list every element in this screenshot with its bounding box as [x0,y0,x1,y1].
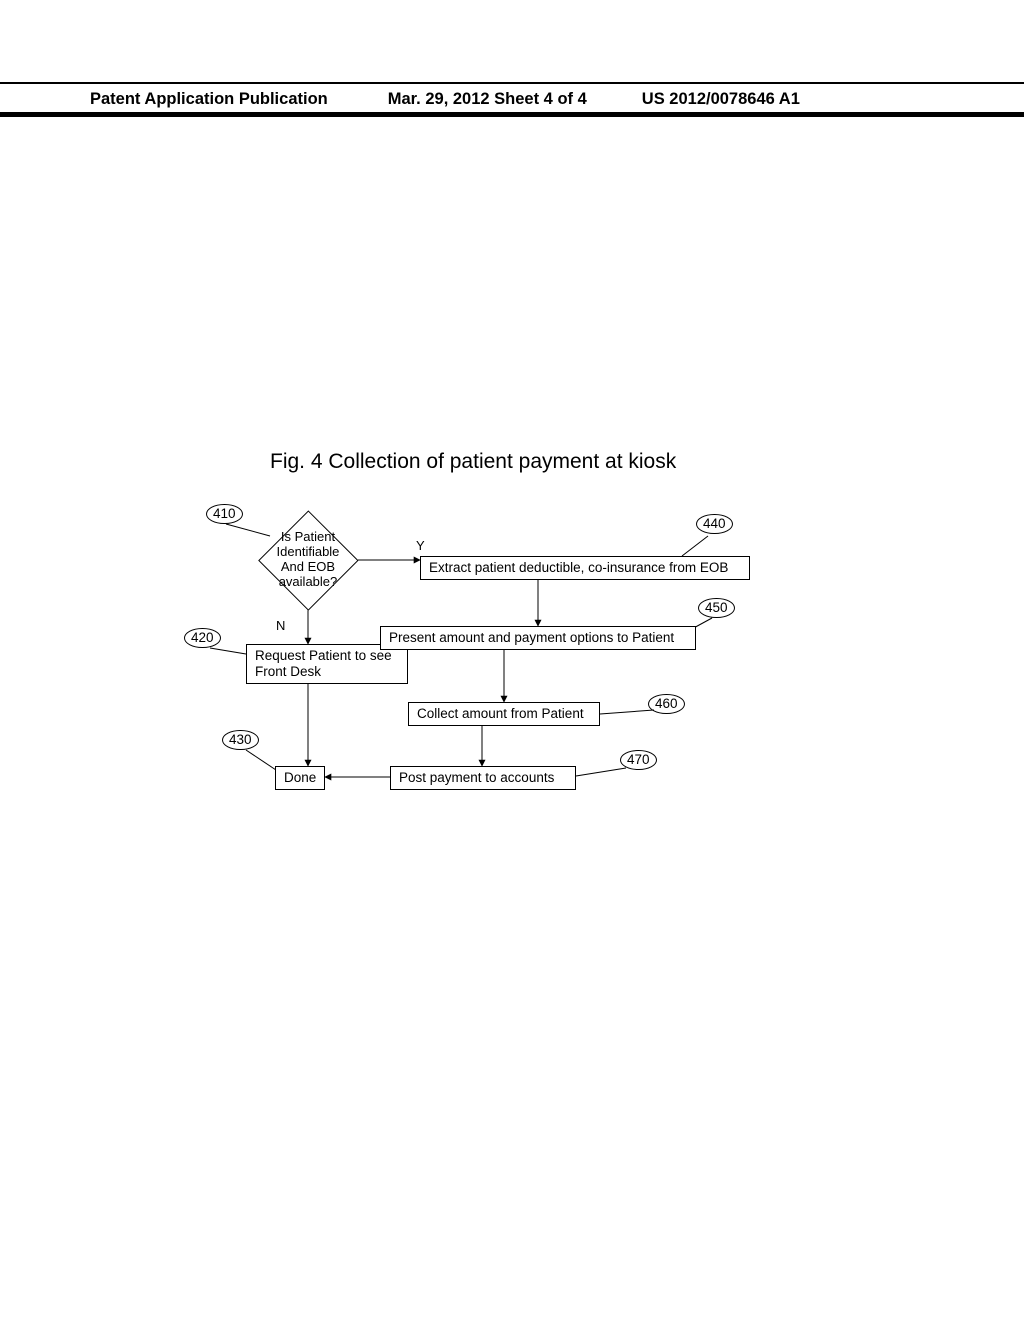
header-row: Patent Application Publication Mar. 29, … [0,90,1024,109]
decision-410: Is PatientIdentifiableAnd EOBavailable? [273,525,344,596]
page: Patent Application Publication Mar. 29, … [0,0,1024,1320]
header-left: Patent Application Publication [90,90,328,109]
edge-label: N [276,618,285,633]
step-450: Present amount and payment options to Pa… [380,626,696,650]
step-440: Extract patient deductible, co-insurance… [420,556,750,580]
ref-label-430: 430 [222,730,259,750]
header-rule [0,112,1024,117]
ref-label-470: 470 [620,750,657,770]
header-center: Mar. 29, 2012 Sheet 4 of 4 [388,90,587,109]
flowchart: Is PatientIdentifiableAnd EOBavailable?R… [160,498,860,858]
figure-title: Fig. 4 Collection of patient payment at … [270,450,676,474]
ref-label-440: 440 [696,514,733,534]
ref-label-460: 460 [648,694,685,714]
header-right: US 2012/0078646 A1 [642,90,800,109]
edge-label: Y [416,538,425,553]
decision-410-label: Is PatientIdentifiableAnd EOBavailable? [266,530,351,590]
step-470: Post payment to accounts [390,766,576,790]
ref-label-420: 420 [184,628,221,648]
ref-label-410: 410 [206,504,243,524]
step-460: Collect amount from Patient [408,702,600,726]
page-header: Patent Application Publication Mar. 29, … [0,82,1024,109]
step-430: Done [275,766,325,790]
ref-label-450: 450 [698,598,735,618]
